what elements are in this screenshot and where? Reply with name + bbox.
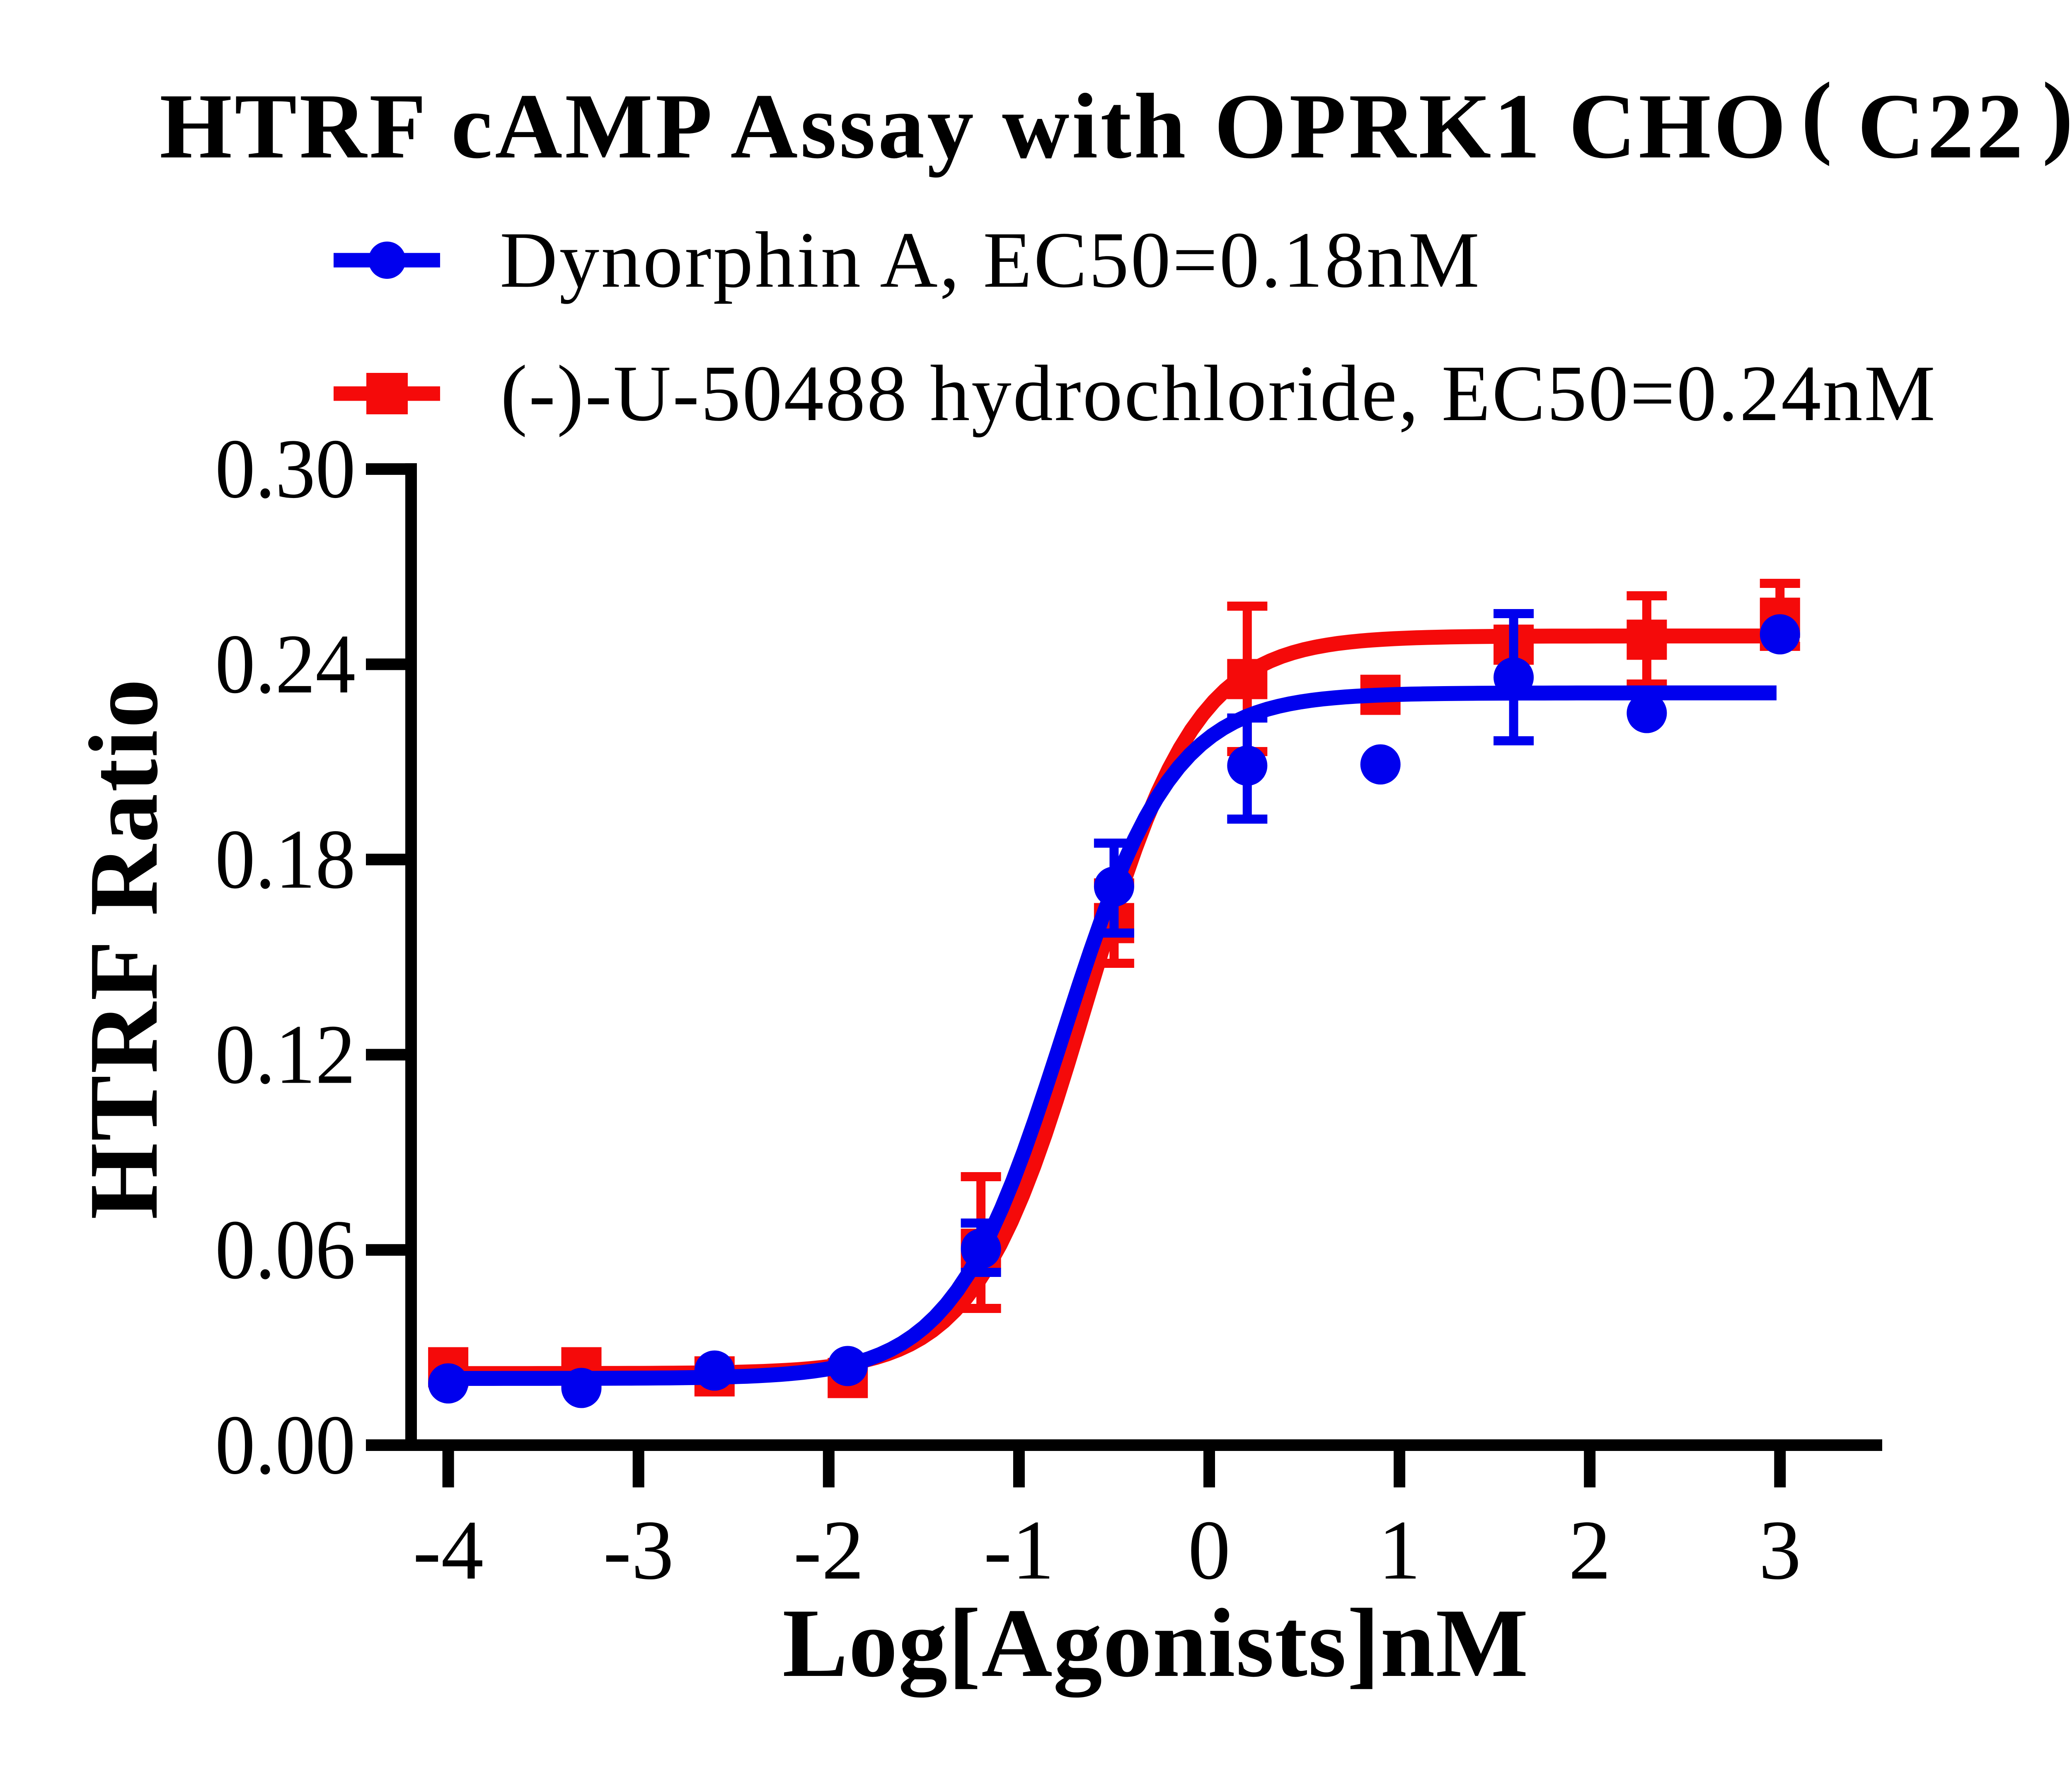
svg-text:(-)-U-50488 hydrochloride, EC: (-)-U-50488 hydrochloride, EC50=0.24nM [501, 349, 1935, 438]
svg-text:0.12: 0.12 [215, 1008, 356, 1102]
svg-text:0.30: 0.30 [215, 422, 356, 516]
svg-text:HTRF cAMP Assay with OPRK1 CHO: HTRF cAMP Assay with OPRK1 CHO(C22) [160, 63, 2072, 178]
svg-text:0.24: 0.24 [215, 617, 356, 711]
svg-text:3: 3 [1759, 1503, 1801, 1597]
svg-text:2: 2 [1569, 1503, 1611, 1597]
svg-text:0: 0 [1188, 1503, 1231, 1597]
svg-text:-2: -2 [793, 1503, 864, 1597]
svg-text:1: 1 [1378, 1503, 1421, 1597]
svg-text:-3: -3 [603, 1503, 674, 1597]
svg-text:-1: -1 [984, 1503, 1055, 1597]
svg-text:Dynorphin A, EC50=0.18nM: Dynorphin A, EC50=0.18nM [500, 215, 1479, 304]
svg-text:Log[Agonists]nM: Log[Agonists]nM [782, 1589, 1528, 1697]
svg-text:0.06: 0.06 [215, 1203, 356, 1297]
svg-text:HTRF Ratio: HTRF Ratio [69, 679, 178, 1220]
svg-text:0.00: 0.00 [215, 1398, 356, 1492]
svg-text:-4: -4 [413, 1503, 484, 1597]
svg-text:0.18: 0.18 [215, 812, 356, 907]
